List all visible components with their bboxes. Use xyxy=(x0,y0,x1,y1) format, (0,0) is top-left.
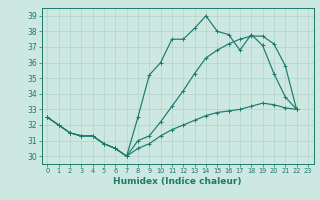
X-axis label: Humidex (Indice chaleur): Humidex (Indice chaleur) xyxy=(113,177,242,186)
